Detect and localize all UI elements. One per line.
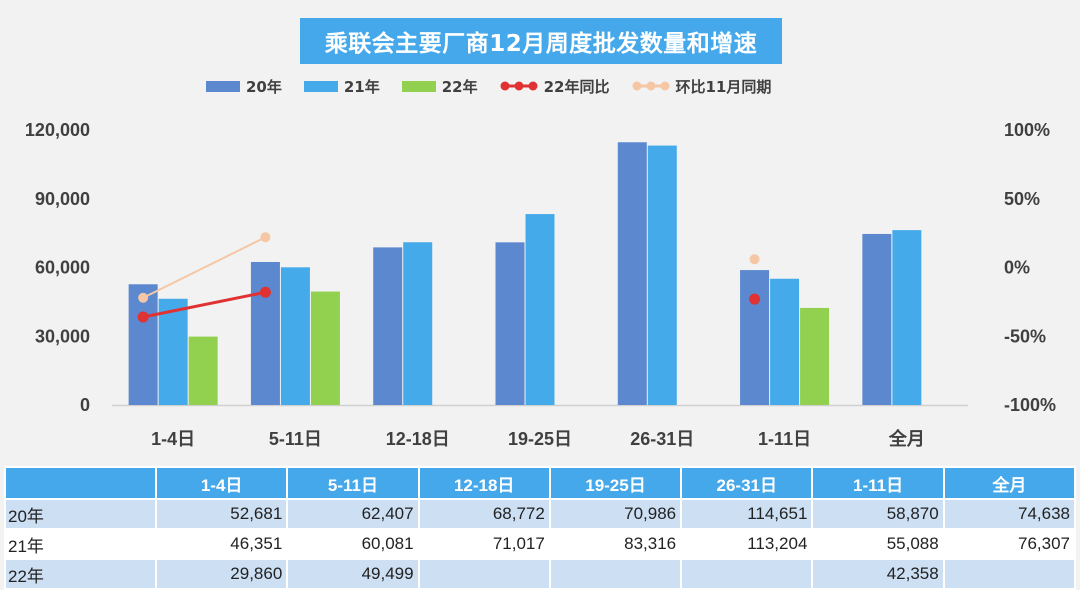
bar-20年 xyxy=(250,261,280,405)
x-tick-label: 1-11日 xyxy=(758,429,811,449)
table-row: 20年 52,681 62,407 68,772 70,986 114,651 58,870… xyxy=(4,498,1077,530)
legend-swatch xyxy=(303,80,338,92)
table-row-label: 21年 xyxy=(4,528,157,560)
y-left-tick-label: 0 xyxy=(80,395,90,415)
y-right-tick-label: 0% xyxy=(1004,258,1030,278)
table-cell: 71,017 xyxy=(417,528,551,560)
y-right-tick-label: -100% xyxy=(1004,395,1056,415)
table-header-cell: 1-11日 xyxy=(811,466,945,500)
y-left-tick-label: 120,000 xyxy=(25,120,90,140)
bar-20年 xyxy=(617,142,647,405)
bar-21年 xyxy=(280,267,310,405)
x-tick-label: 1-4日 xyxy=(151,429,195,449)
table-header-cell: 12-18日 xyxy=(417,466,551,500)
bar-20年 xyxy=(128,284,158,405)
table-body: 20年 52,681 62,407 68,772 70,986 114,651 58,870… xyxy=(4,498,1077,590)
x-tick-label: 12-18日 xyxy=(386,429,450,449)
table-cell: 46,351 xyxy=(154,528,289,560)
table-cell: 52,681 xyxy=(154,498,289,530)
y-right-tick-label: 50% xyxy=(1004,189,1040,209)
y-left-tick-label: 90,000 xyxy=(35,189,90,209)
table-cell xyxy=(548,558,683,590)
table-row: 22年 29,860 49,499 42,358 xyxy=(4,558,1077,590)
table-cell: 74,638 xyxy=(942,498,1077,530)
table-cell: 60,081 xyxy=(286,528,420,560)
x-tick-label: 全月 xyxy=(888,428,925,449)
table-cell: 49,499 xyxy=(286,558,420,590)
point-环比11月同期 xyxy=(749,254,760,265)
x-tick-label: 5-11日 xyxy=(269,429,322,449)
y-right-tick-label: -50% xyxy=(1004,326,1046,346)
table-cell: 83,316 xyxy=(548,528,683,560)
table-header-cell: 全月 xyxy=(942,466,1077,500)
legend-label: 20年 xyxy=(246,77,282,96)
legend-item: 22年同比 xyxy=(500,76,610,97)
y-right-tick-label: 100% xyxy=(1004,120,1050,140)
legend-label: 22年同比 xyxy=(543,77,610,96)
table-row-label: 22年 xyxy=(4,558,157,590)
bar-21年 xyxy=(770,278,800,405)
chart-area: 0 30,000 60,000 90,000 120,000 -100% -50% 0% 50%… xyxy=(25,18,1056,449)
table-cell xyxy=(680,558,814,590)
bar-21年 xyxy=(892,230,922,405)
table-row: 21年 46,351 60,081 71,017 83,316 113,204 55,088… xyxy=(4,528,1077,560)
table-header-cell: 19-25日 xyxy=(548,466,683,500)
chart-legend: 20年 21年 22年 22年同比 环比11月同期 xyxy=(206,75,771,97)
table-cell xyxy=(942,558,1077,590)
table-cell: 29,860 xyxy=(154,558,289,590)
bar-22年 xyxy=(188,336,218,405)
chart-svg: 0 30,000 60,000 90,000 120,000 -100% -50% 0% 50%… xyxy=(25,120,1056,449)
chart-title: 乘联会主要厂商12月周度批发数量和增速 xyxy=(300,18,782,64)
legend-item: 21年 xyxy=(303,76,380,97)
table-cell: 42,358 xyxy=(811,558,945,590)
point-22年同比 xyxy=(137,311,149,323)
data-table: 1-4日 5-11日 12-18日 19-25日 26-31日 1-11日 全月 20年 52… xyxy=(4,466,1077,590)
bar-22年 xyxy=(310,291,340,405)
table-header-cell: 1-4日 xyxy=(154,466,289,500)
table-cell: 55,088 xyxy=(811,528,945,560)
table-header-row: 1-4日 5-11日 12-18日 19-25日 26-31日 1-11日 全月 xyxy=(4,466,1077,500)
bar-21年 xyxy=(403,242,433,405)
legend-label: 21年 xyxy=(343,77,380,96)
table-cell: 58,870 xyxy=(811,498,945,530)
table-row-label: 20年 xyxy=(4,498,157,530)
table-cell: 70,986 xyxy=(548,498,683,530)
table-header-cell: 26-31日 xyxy=(680,466,814,500)
legend-label: 22年 xyxy=(441,77,478,96)
table-cell: 114,651 xyxy=(680,498,814,530)
table-cell: 62,407 xyxy=(286,498,420,530)
bar-20年 xyxy=(495,242,525,405)
legend-item: 22年 xyxy=(401,76,478,97)
table-cell: 76,307 xyxy=(942,528,1077,560)
bar-21年 xyxy=(647,145,677,406)
x-tick-label: 19-25日 xyxy=(508,429,572,449)
legend-item: 20年 xyxy=(206,76,282,97)
line-环比11月同期 xyxy=(142,236,266,299)
bar-21年 xyxy=(525,214,555,405)
y-left-tick-label: 30,000 xyxy=(35,326,90,346)
bar-20年 xyxy=(373,247,403,405)
legend-swatch xyxy=(500,81,538,91)
point-环比11月同期 xyxy=(138,292,149,303)
table-cell: 68,772 xyxy=(417,498,551,530)
legend-label: 环比11月同期 xyxy=(675,77,772,96)
x-tick-label: 26-31日 xyxy=(630,429,694,449)
legend-swatch xyxy=(206,80,240,92)
legend-item: 环比11月同期 xyxy=(632,76,772,97)
line-22年同比 xyxy=(142,290,266,319)
table-header-cell: 5-11日 xyxy=(286,466,420,500)
bar-22年 xyxy=(800,307,830,405)
bar-21年 xyxy=(158,298,188,405)
table-cell xyxy=(417,558,551,590)
point-22年同比 xyxy=(259,286,271,298)
point-22年同比 xyxy=(749,293,761,305)
point-环比11月同期 xyxy=(260,232,271,243)
table-header-cell xyxy=(4,466,157,500)
table-cell: 113,204 xyxy=(680,528,814,560)
bar-20年 xyxy=(862,233,892,405)
legend-swatch xyxy=(632,81,669,91)
bar-20年 xyxy=(740,270,770,405)
y-left-tick-label: 60,000 xyxy=(35,258,90,278)
legend-swatch xyxy=(401,80,436,92)
